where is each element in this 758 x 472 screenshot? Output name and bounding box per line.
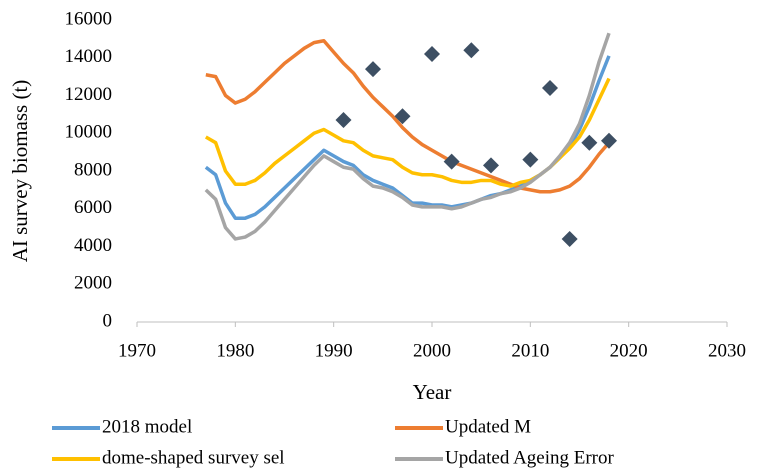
data-point xyxy=(365,61,381,78)
x-tick-label: 2000 xyxy=(413,340,451,361)
data-point xyxy=(394,108,411,125)
data-point xyxy=(483,157,499,174)
y-tick-label: 6000 xyxy=(74,197,112,218)
data-point xyxy=(542,79,558,96)
legend-label: dome-shaped survey sel xyxy=(102,447,285,468)
data-point xyxy=(522,151,539,168)
x-tick-label: 1970 xyxy=(118,340,156,361)
y-tick-label: 8000 xyxy=(74,159,112,180)
data-point xyxy=(335,112,352,129)
legend-label: Updated M xyxy=(445,416,531,437)
y-tick-label: 14000 xyxy=(65,46,113,67)
x-tick-label: 1980 xyxy=(216,340,254,361)
x-tick-label: 2030 xyxy=(708,340,746,361)
y-tick-label: 12000 xyxy=(65,84,113,105)
data-point xyxy=(581,134,598,151)
series-line xyxy=(204,32,611,241)
series-line xyxy=(205,39,611,194)
x-axis-label: Year xyxy=(413,380,452,404)
data-point xyxy=(443,153,460,170)
data-point xyxy=(424,45,440,62)
x-tick-label: 1990 xyxy=(315,340,353,361)
x-tick-label: 2020 xyxy=(610,340,648,361)
data-point xyxy=(463,42,480,59)
legend-label: Updated Ageing Error xyxy=(445,447,615,468)
y-tick-label: 16000 xyxy=(65,8,113,29)
y-tick-label: 0 xyxy=(103,310,113,331)
y-tick-label: 2000 xyxy=(74,273,112,294)
data-point xyxy=(561,230,578,247)
y-tick-label: 10000 xyxy=(65,122,113,143)
data-point xyxy=(601,132,617,149)
y-tick-label: 4000 xyxy=(74,235,112,256)
legend-label: 2018 model xyxy=(102,416,192,437)
y-axis-label: AI survey biomass (t) xyxy=(8,80,32,263)
x-tick-label: 2010 xyxy=(511,340,549,361)
